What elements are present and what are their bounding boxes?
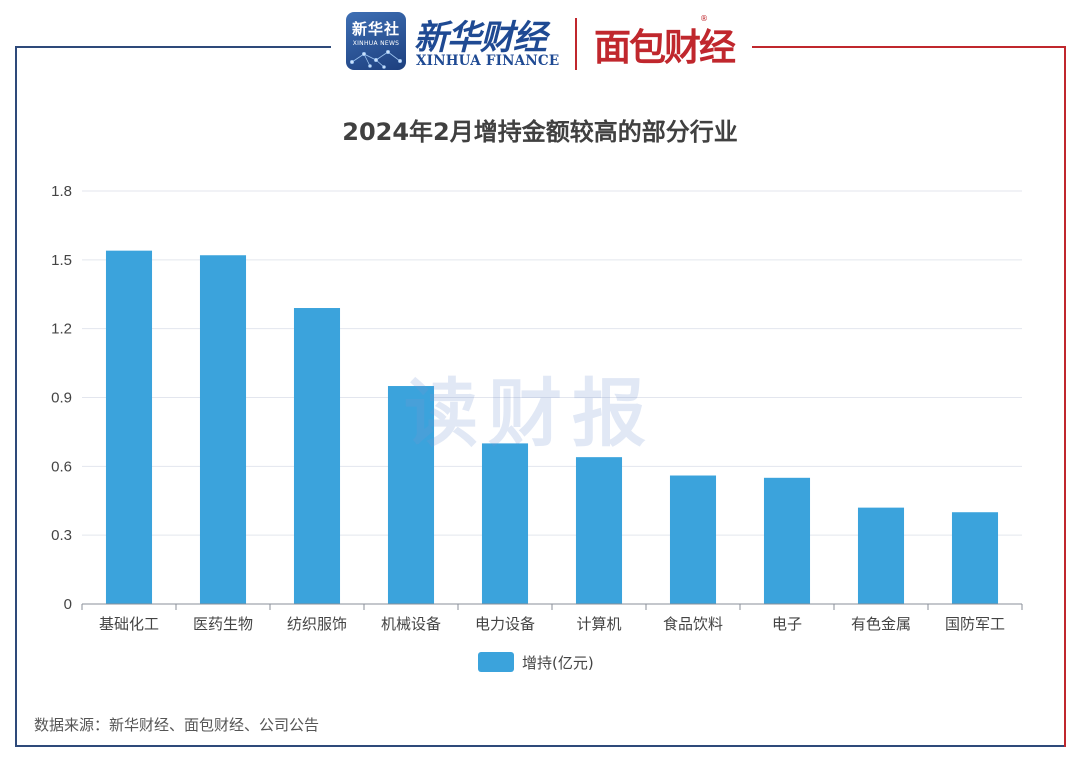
- logo-divider: [575, 18, 577, 70]
- watermark: 读财报: [404, 371, 656, 457]
- y-tick-label: 0: [64, 596, 72, 613]
- x-tick-label: 医药生物: [193, 615, 253, 633]
- registered-mark: ®: [700, 14, 708, 23]
- bar: [951, 512, 999, 604]
- xinhua-news-logo: 新华社 XINHUA NEWS: [346, 12, 406, 70]
- y-tick-label: 0.3: [51, 527, 72, 544]
- tick-labels: 0 0.3 0.6 0.9 1.2 1.5 1.8 基础化工 医药生物 纺织服饰 机械设备 电力设备 计…: [51, 183, 1005, 633]
- bar: [669, 475, 717, 604]
- xinhua-badge-en: XINHUA NEWS: [352, 40, 400, 47]
- bar: [481, 443, 529, 604]
- x-tick-label: 国防军工: [945, 615, 1005, 633]
- x-tick-label: 机械设备: [381, 615, 441, 633]
- mianbao-finance-logo: 面包财经: [594, 26, 736, 69]
- x-tick-label: 计算机: [576, 615, 621, 633]
- bar: [105, 250, 153, 604]
- legend-swatch: [478, 652, 514, 672]
- y-tick-label: 0.9: [51, 390, 72, 407]
- legend[interactable]: 增持(亿元): [478, 650, 594, 674]
- bar: [575, 457, 623, 604]
- bar: [763, 477, 811, 604]
- x-tick-label: 电力设备: [475, 615, 535, 633]
- bar: [199, 255, 247, 604]
- bar: [293, 308, 341, 604]
- frame-line-top-right: [752, 46, 1066, 48]
- y-tick-label: 1.5: [51, 252, 72, 269]
- legend-label: 增持(亿元): [522, 653, 594, 672]
- xinhua-finance-logo-en: XINHUA FINANCE: [416, 53, 560, 69]
- frame-line-top-left: [15, 46, 331, 48]
- axes: [81, 603, 1023, 610]
- x-tick-label: 基础化工: [99, 615, 159, 633]
- xinhua-finance-logo-cn: 新华财经: [414, 18, 547, 58]
- chart-title: 2024年2月增持金额较高的部分行业: [342, 118, 738, 146]
- x-tick-label: 食品饮料: [663, 615, 723, 633]
- bars: [105, 250, 999, 604]
- frame-line-right: [1064, 46, 1066, 747]
- x-tick-label: 纺织服饰: [287, 615, 347, 633]
- y-tick-label: 0.6: [51, 458, 72, 475]
- x-tick-label: 电子: [772, 615, 802, 633]
- xinhua-badge-cn: 新华社: [351, 20, 400, 38]
- y-tick-label: 1.8: [51, 183, 72, 200]
- x-tick-label: 有色金属: [851, 615, 911, 633]
- network-dots-icon: [350, 50, 403, 69]
- source-note: 数据来源：新华财经、面包财经、公司公告: [34, 716, 320, 734]
- frame-line-bottom: [15, 745, 1066, 747]
- bar: [387, 386, 435, 604]
- frame-line-left: [15, 46, 17, 747]
- bar: [857, 507, 905, 604]
- y-tick-label: 1.2: [51, 321, 72, 338]
